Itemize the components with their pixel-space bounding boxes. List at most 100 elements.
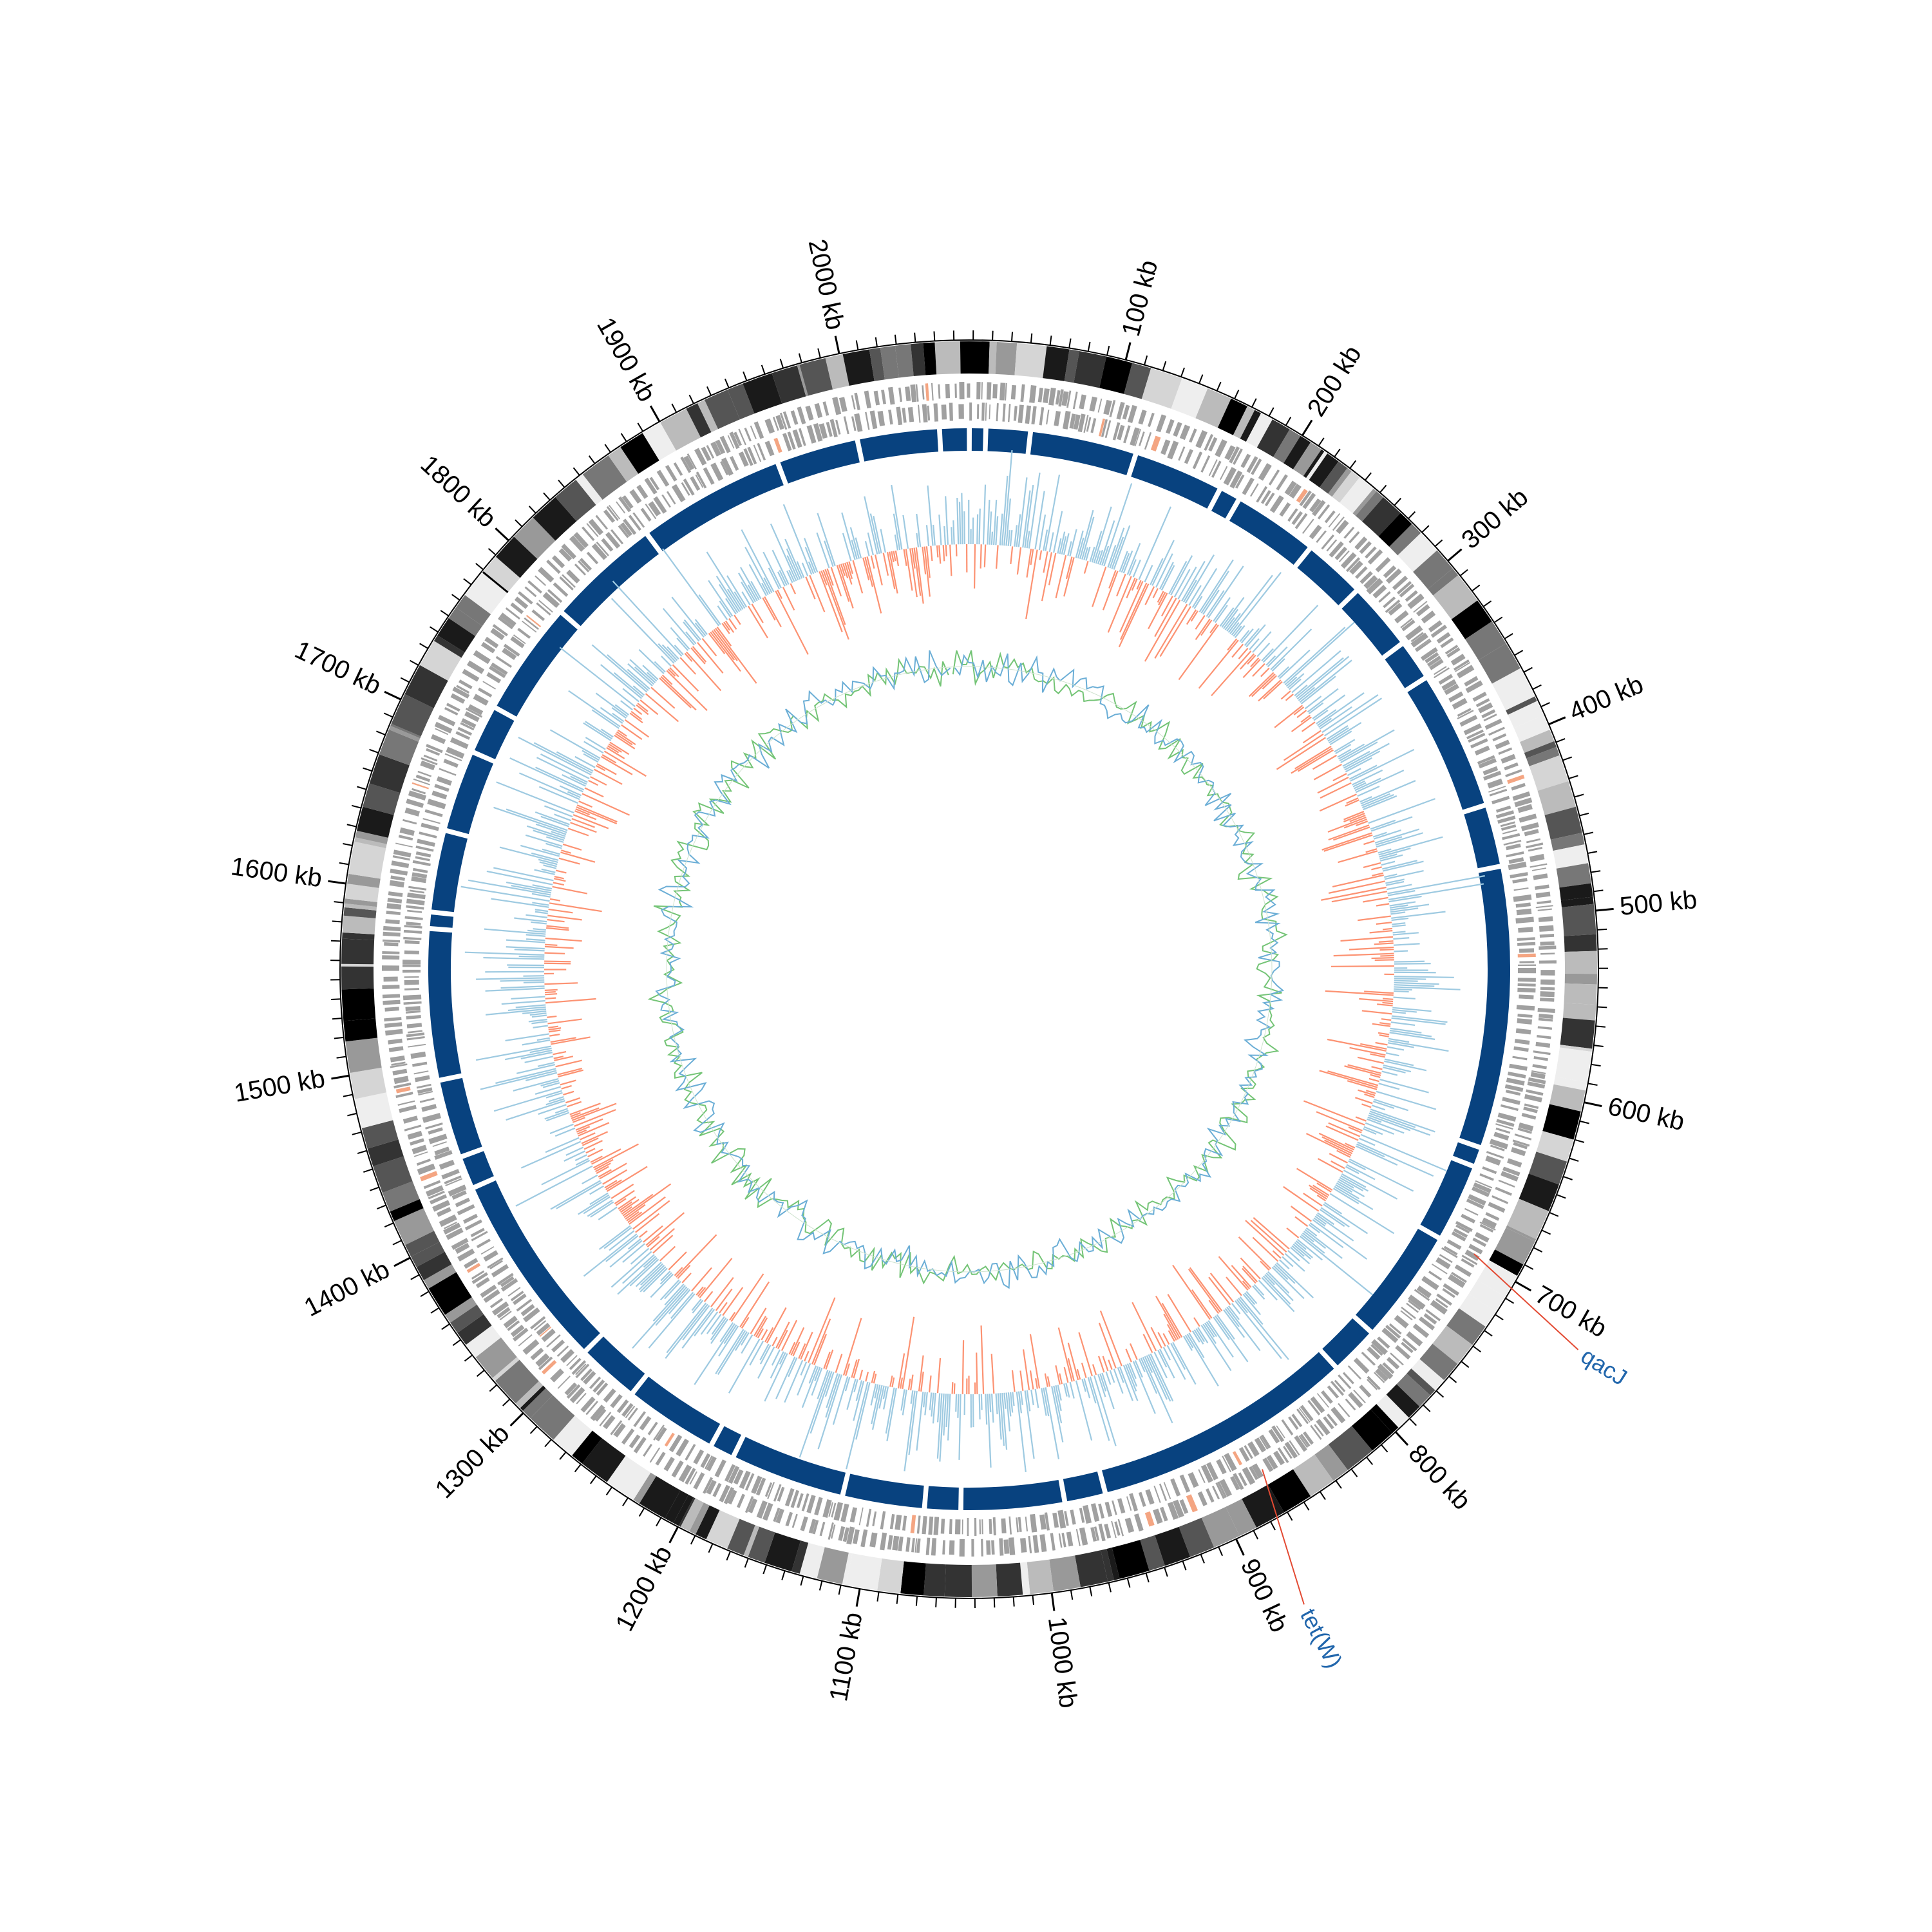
cds-gene <box>1048 387 1056 406</box>
cds-gene <box>705 1455 713 1470</box>
gc-bar <box>1249 638 1260 650</box>
gc-bar <box>1379 1079 1429 1094</box>
gc-bar <box>985 1394 988 1425</box>
cds-gene <box>1517 964 1536 967</box>
gc-bar <box>629 1196 666 1225</box>
minor-tick <box>1287 1511 1293 1521</box>
gc-bar <box>547 1015 557 1018</box>
gc-bar <box>660 1271 671 1282</box>
gc-bar <box>1206 1321 1218 1338</box>
minor-tick <box>420 1291 430 1297</box>
cds-gene <box>1439 1254 1453 1264</box>
cds-gene <box>601 538 614 552</box>
gc-bar <box>1365 848 1378 853</box>
gc-bar <box>1043 1387 1050 1417</box>
cds-gene <box>822 401 829 416</box>
gc-bar <box>582 1137 599 1146</box>
gc-bar <box>643 1225 663 1243</box>
gc-bar <box>1026 1390 1031 1412</box>
gc-bar <box>1370 1053 1385 1058</box>
cds-gene <box>428 1127 443 1135</box>
gc-skew-negative-line <box>655 650 1285 1289</box>
gc-bar <box>1376 1090 1437 1110</box>
gc-bar <box>1294 746 1332 770</box>
cds-gene <box>1186 1494 1198 1513</box>
cds-gene <box>1533 1056 1548 1061</box>
gc-bar <box>540 1080 560 1087</box>
contig-block <box>530 1395 575 1440</box>
cds-gene <box>1452 697 1468 710</box>
cds-gene <box>1540 998 1555 1002</box>
cds-gene <box>430 1194 448 1205</box>
cds-gene <box>426 744 443 753</box>
gc-bar <box>522 1010 547 1014</box>
cds-gene <box>1488 726 1505 736</box>
minor-tick <box>377 1204 386 1210</box>
gc-bar <box>1159 1349 1175 1379</box>
cds-gene <box>406 1015 421 1019</box>
similarity-block <box>780 440 860 484</box>
minor-tick <box>528 506 536 514</box>
cds-gene <box>666 491 676 505</box>
minor-tick <box>1068 338 1072 348</box>
gc-bar <box>846 1381 869 1470</box>
contig-block <box>1309 453 1339 488</box>
gc-bar <box>543 864 557 869</box>
cds-gene <box>905 386 911 401</box>
cds-gene <box>1355 566 1368 579</box>
gc-bar <box>1320 1207 1350 1227</box>
gc-bar <box>1339 1177 1364 1191</box>
cds-gene <box>1401 1306 1416 1320</box>
gc-bar <box>495 1068 556 1084</box>
gc-bar <box>1331 891 1388 903</box>
gc-bar <box>1030 1389 1034 1406</box>
cds-gene <box>408 886 427 891</box>
gc-bar <box>748 564 767 596</box>
minor-tick <box>896 1594 899 1604</box>
minor-tick <box>1089 1586 1093 1596</box>
contig-block <box>1226 1499 1257 1537</box>
gc-bar <box>499 846 558 864</box>
cds-gene <box>1436 632 1451 644</box>
cds-gene <box>383 931 401 937</box>
gc-bar <box>592 1143 639 1169</box>
gc-bar <box>1222 609 1239 629</box>
contig-block <box>553 1416 592 1456</box>
gc-bar <box>1387 884 1412 891</box>
cds-gene <box>441 1169 460 1180</box>
gc-bar <box>716 626 732 647</box>
cds-gene <box>1173 1499 1184 1518</box>
gc-bar <box>1331 965 1394 967</box>
gc-bar <box>1329 730 1352 746</box>
gc-bar <box>910 1390 914 1404</box>
cds-gene <box>1374 1372 1385 1383</box>
gc-bar <box>1357 1056 1384 1065</box>
cds-gene <box>632 512 645 528</box>
gc-bar <box>1182 580 1197 603</box>
cds-gene <box>1150 435 1161 452</box>
cds-gene <box>1532 1064 1547 1070</box>
gc-bar <box>867 532 874 556</box>
cds-gene <box>434 1150 453 1160</box>
gc-bar <box>1353 782 1367 790</box>
gc-bar <box>554 1108 568 1114</box>
major-tick <box>393 1256 411 1267</box>
minor-tick <box>334 1036 344 1039</box>
cds-gene <box>382 951 400 954</box>
gc-bar <box>851 1359 858 1378</box>
contig-block <box>895 344 914 378</box>
gc-bar <box>1105 1371 1112 1385</box>
contig-block <box>960 341 990 374</box>
cds-gene <box>431 790 448 800</box>
gc-bar <box>538 786 578 804</box>
cds-gene <box>981 1539 983 1557</box>
cds-gene <box>1254 1437 1267 1453</box>
cds-gene <box>1492 795 1510 804</box>
cds-gene <box>1029 385 1037 403</box>
gc-bar <box>533 1025 548 1028</box>
cds-gene <box>1288 1416 1299 1430</box>
minor-tick <box>369 748 379 753</box>
gc-bar <box>1375 1041 1388 1046</box>
gc-bar <box>1057 1385 1062 1401</box>
minor-tick <box>1540 702 1550 708</box>
